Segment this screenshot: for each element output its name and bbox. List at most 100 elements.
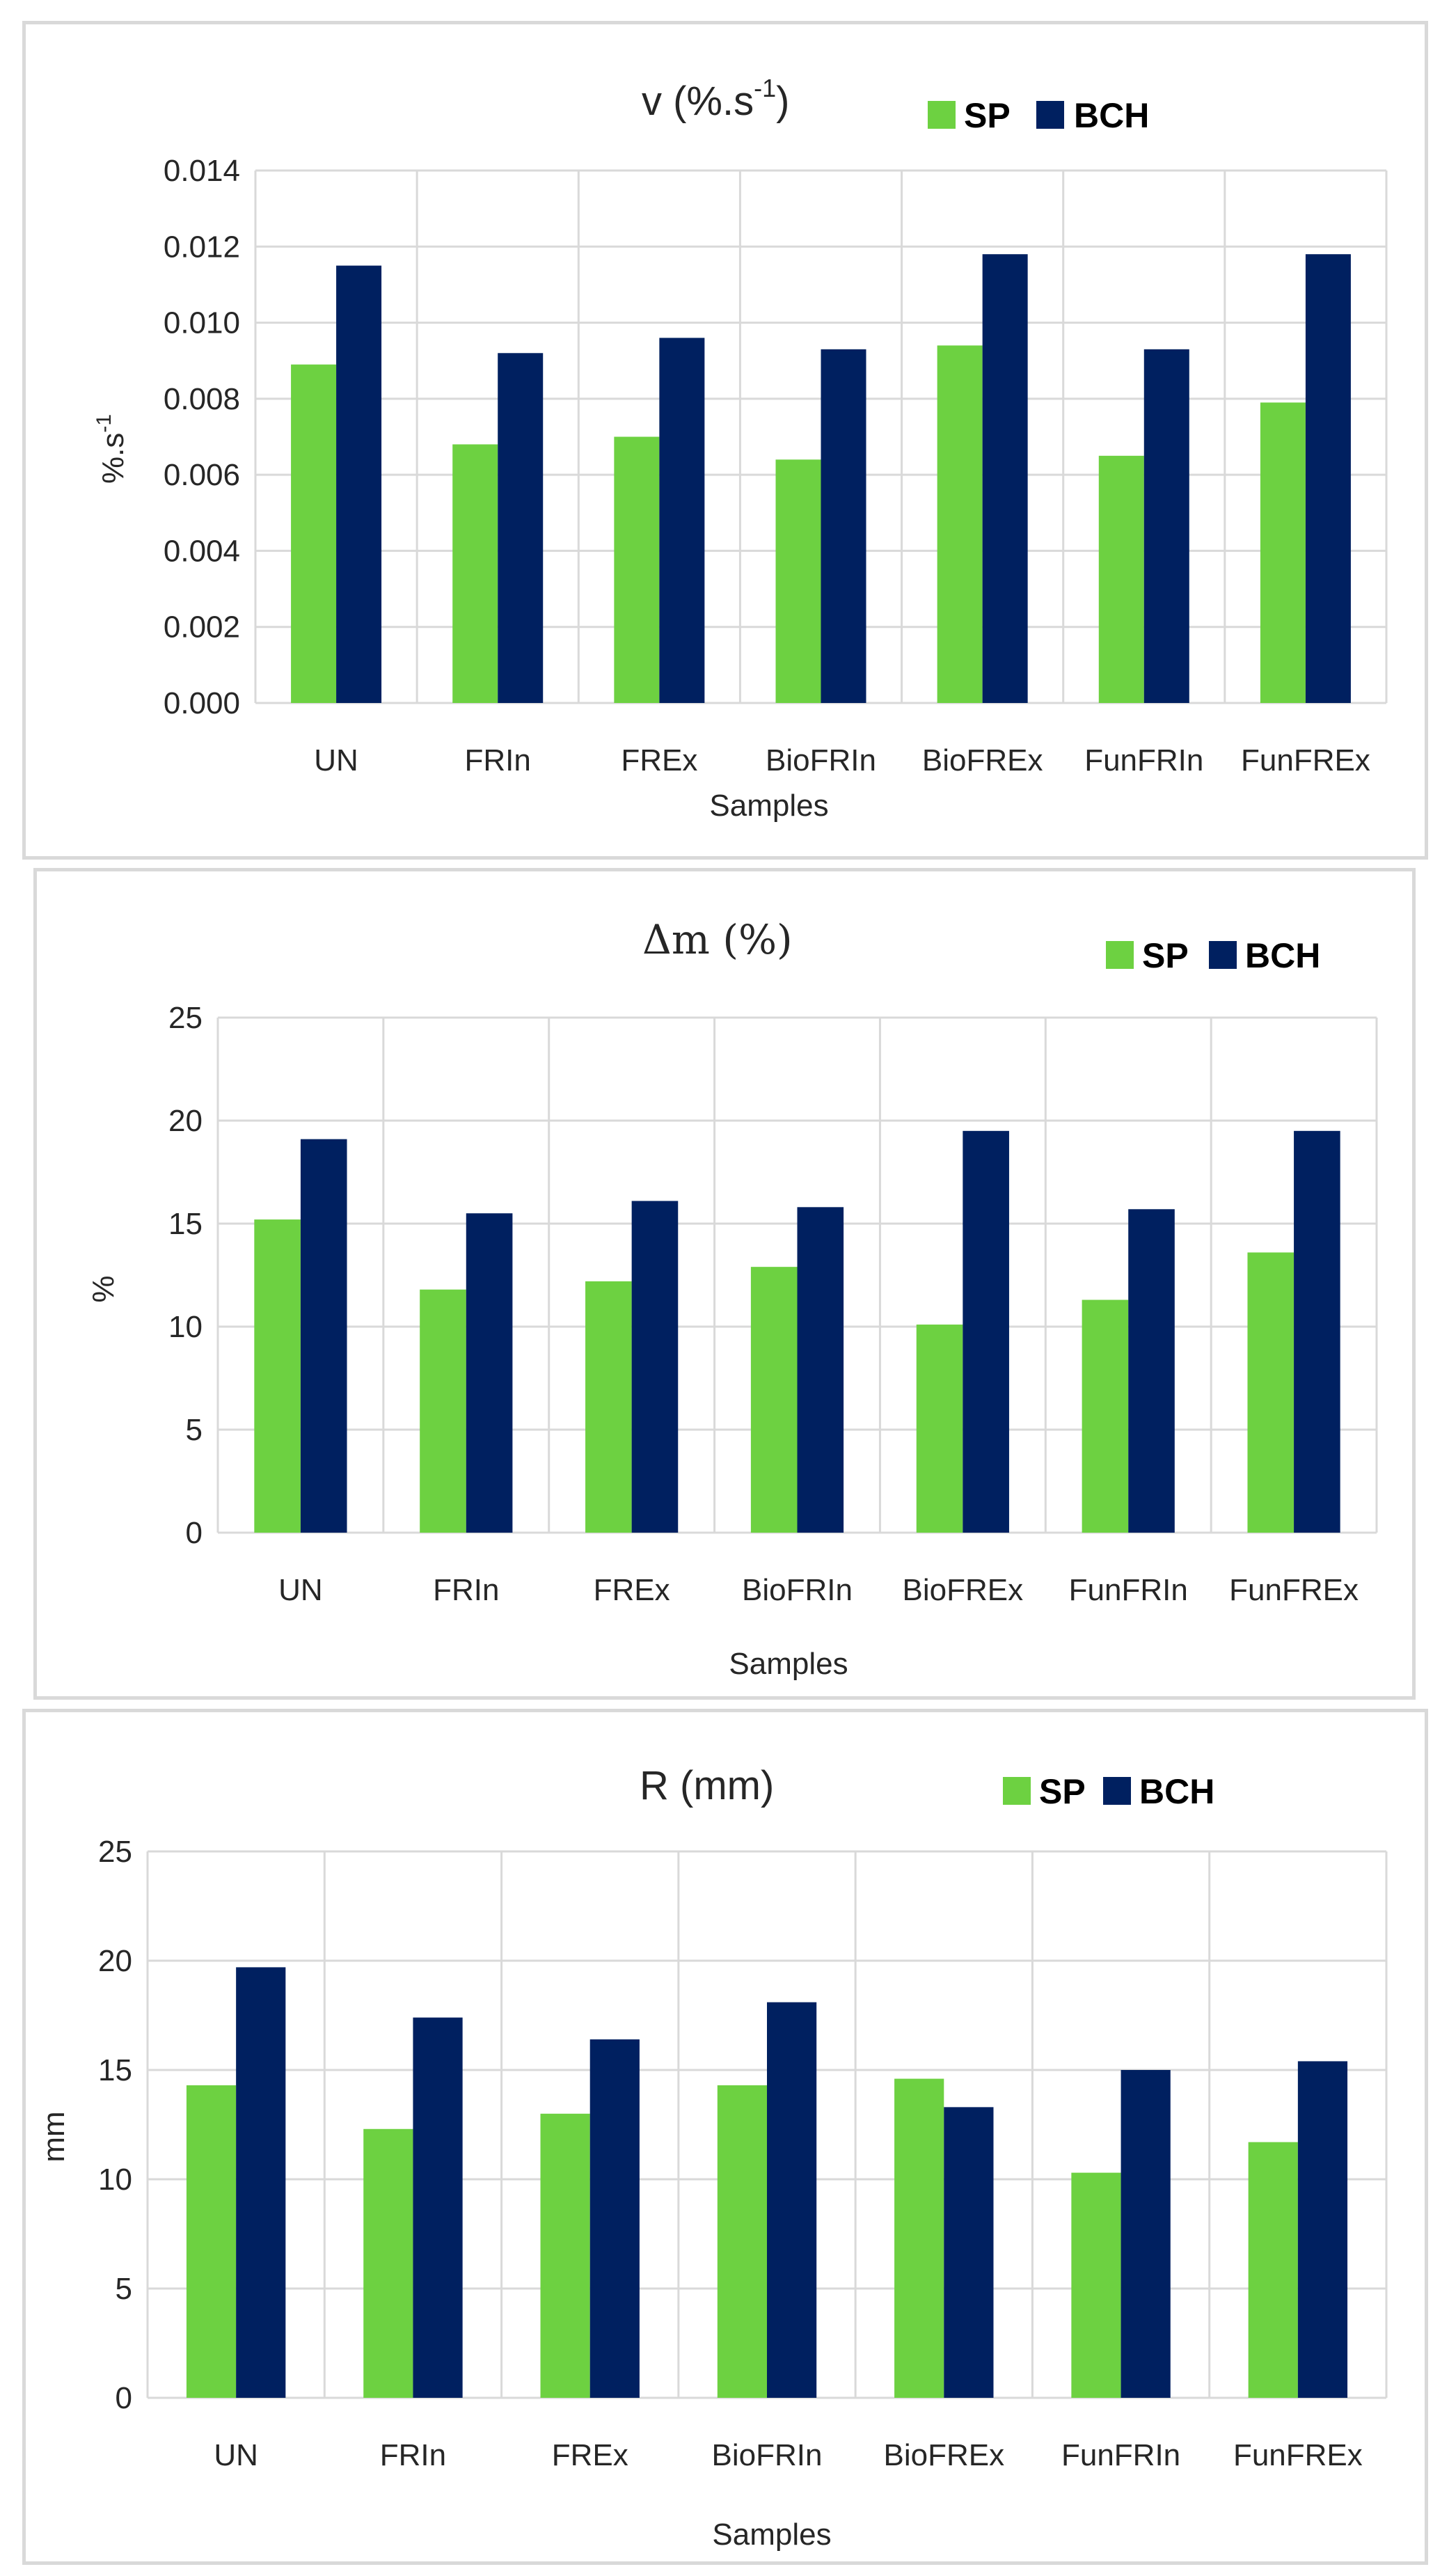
y-tick-label: 5	[116, 2272, 132, 2306]
x-tick-label: BioFRIn	[712, 2438, 823, 2472]
chart-title: v (%.s-1)	[642, 74, 789, 124]
x-tick-label: BioFRIn	[742, 1573, 853, 1607]
bar-sp-un	[254, 1219, 301, 1533]
legend-label-sp: SP	[1142, 936, 1189, 975]
x-tick-label: FREx	[552, 2438, 628, 2472]
bar-bch-biofrin	[797, 1207, 844, 1533]
y-tick-label: 20	[98, 1944, 132, 1978]
y-tick-label: 0.012	[164, 230, 240, 264]
y-axis-title: mm	[37, 2111, 71, 2162]
x-axis-title: Samples	[729, 1647, 848, 1681]
bar-sp-biofrex	[916, 1325, 963, 1533]
bars	[186, 1967, 1348, 2398]
bar-bch-funfrex	[1305, 254, 1351, 703]
y-tick-label: 0	[116, 2381, 132, 2415]
y-tick-label: 0.008	[164, 382, 240, 416]
x-tick-label: UN	[314, 743, 358, 777]
bars	[254, 1130, 1340, 1533]
y-tick-label: 15	[98, 2053, 132, 2087]
bar-bch-un	[336, 265, 382, 703]
x-tick-label: FunFRIn	[1069, 1573, 1188, 1607]
bar-bch-un	[300, 1139, 347, 1533]
legend-swatch-sp	[1003, 1777, 1031, 1805]
bar-bch-biofrex	[944, 2107, 994, 2398]
bar-bch-funfrin	[1143, 349, 1189, 703]
y-tick-label: 0.014	[164, 154, 240, 188]
bar-bch-biofrex	[982, 254, 1028, 703]
legend-label-bch: BCH	[1245, 936, 1320, 975]
y-tick-label: 0.010	[164, 306, 240, 340]
bar-bch-frex	[589, 2039, 640, 2398]
legend: SP BCH	[1106, 936, 1320, 975]
legend-swatch-bch	[1036, 101, 1064, 129]
legend-label-sp: SP	[964, 96, 1011, 135]
bar-bch-funfrin	[1128, 1209, 1175, 1533]
bar-bch-frin	[413, 2017, 463, 2398]
bar-sp-frex	[614, 436, 660, 703]
bar-sp-biofrin	[750, 1267, 798, 1533]
chart-title: Δm (%)	[642, 916, 793, 963]
x-axis-title: Samples	[712, 2518, 831, 2552]
legend-swatch-bch	[1209, 941, 1237, 969]
bar-bch-biofrin	[821, 349, 866, 703]
x-tick-label: UN	[278, 1573, 323, 1607]
x-tick-label: BioFREx	[883, 2438, 1004, 2472]
chart-panel-mass-loss: Δm (%) SP BCH % Samples 0 5 10 15 20 25 UN FRIn…	[33, 868, 1416, 1700]
legend-swatch-sp	[1106, 941, 1134, 969]
chart-velocity: v (%.s-1) SP BCH %.s-1 Samples 0.000 0.00…	[93, 74, 1388, 823]
legend-label-bch: BCH	[1074, 96, 1149, 135]
x-tick-label: FunFREx	[1233, 2438, 1363, 2472]
bar-bch-frex	[631, 1201, 679, 1533]
bar-sp-biofrin	[775, 459, 821, 703]
legend-swatch-sp	[928, 101, 956, 129]
bar-bch-frin	[466, 1213, 513, 1533]
bar-sp-biofrin	[717, 2085, 767, 2398]
y-tick-label: 5	[186, 1413, 203, 1447]
chart-title: R (mm)	[640, 1763, 774, 1808]
y-tick-label: 15	[168, 1207, 203, 1241]
bar-bch-biofrin	[767, 2002, 817, 2398]
bar-sp-frin	[420, 1289, 466, 1533]
legend: SP BCH	[1003, 1772, 1214, 1811]
bar-bch-frex	[659, 338, 705, 703]
x-tick-label: FREx	[621, 743, 697, 777]
x-tick-label: BioFREx	[903, 1573, 1024, 1607]
x-tick-label: FRIn	[465, 743, 531, 777]
bar-bch-un	[236, 1967, 286, 2398]
bar-bch-funfrin	[1121, 2070, 1171, 2398]
x-tick-label: FunFRIn	[1084, 743, 1203, 777]
bar-bch-biofrex	[963, 1130, 1009, 1533]
bar-sp-funfrex	[1260, 402, 1306, 703]
y-tick-label: 25	[168, 1001, 203, 1035]
bars	[291, 254, 1351, 703]
bar-sp-funfrex	[1248, 2142, 1298, 2398]
y-axis-title: %.s-1	[93, 414, 130, 484]
y-tick-label: 10	[98, 2163, 132, 2197]
y-tick-label: 0.004	[164, 534, 240, 568]
bar-sp-biofrex	[894, 2078, 944, 2398]
legend-label-bch: BCH	[1139, 1772, 1214, 1811]
x-tick-label: FunFRIn	[1061, 2438, 1180, 2472]
y-tick-label: 20	[168, 1104, 203, 1138]
bar-sp-un	[291, 364, 337, 703]
x-tick-label: UN	[214, 2438, 258, 2472]
x-tick-label: FunFREx	[1229, 1573, 1359, 1607]
y-tick-label: 0	[186, 1516, 203, 1550]
x-axis-title: Samples	[709, 789, 828, 823]
bar-sp-funfrin	[1098, 455, 1144, 703]
x-tick-label: BioFREx	[922, 743, 1043, 777]
bar-sp-frex	[585, 1281, 632, 1533]
legend: SP BCH	[928, 96, 1149, 135]
y-tick-label: 0.002	[164, 610, 240, 645]
bar-sp-un	[186, 2085, 237, 2398]
chart-panel-radius: R (mm) SP BCH mm Samples 0 5 10 15 20 25 UN FRI…	[22, 1709, 1428, 2565]
y-tick-label: 25	[98, 1835, 132, 1869]
y-tick-label: 0.006	[164, 458, 240, 492]
bar-sp-funfrex	[1247, 1252, 1294, 1533]
bar-sp-biofrex	[937, 345, 983, 703]
legend-swatch-bch	[1103, 1777, 1131, 1805]
bar-sp-frin	[452, 444, 498, 703]
x-tick-label: FRIn	[380, 2438, 446, 2472]
x-tick-label: BioFRIn	[766, 743, 876, 777]
bar-sp-frin	[363, 2128, 413, 2398]
